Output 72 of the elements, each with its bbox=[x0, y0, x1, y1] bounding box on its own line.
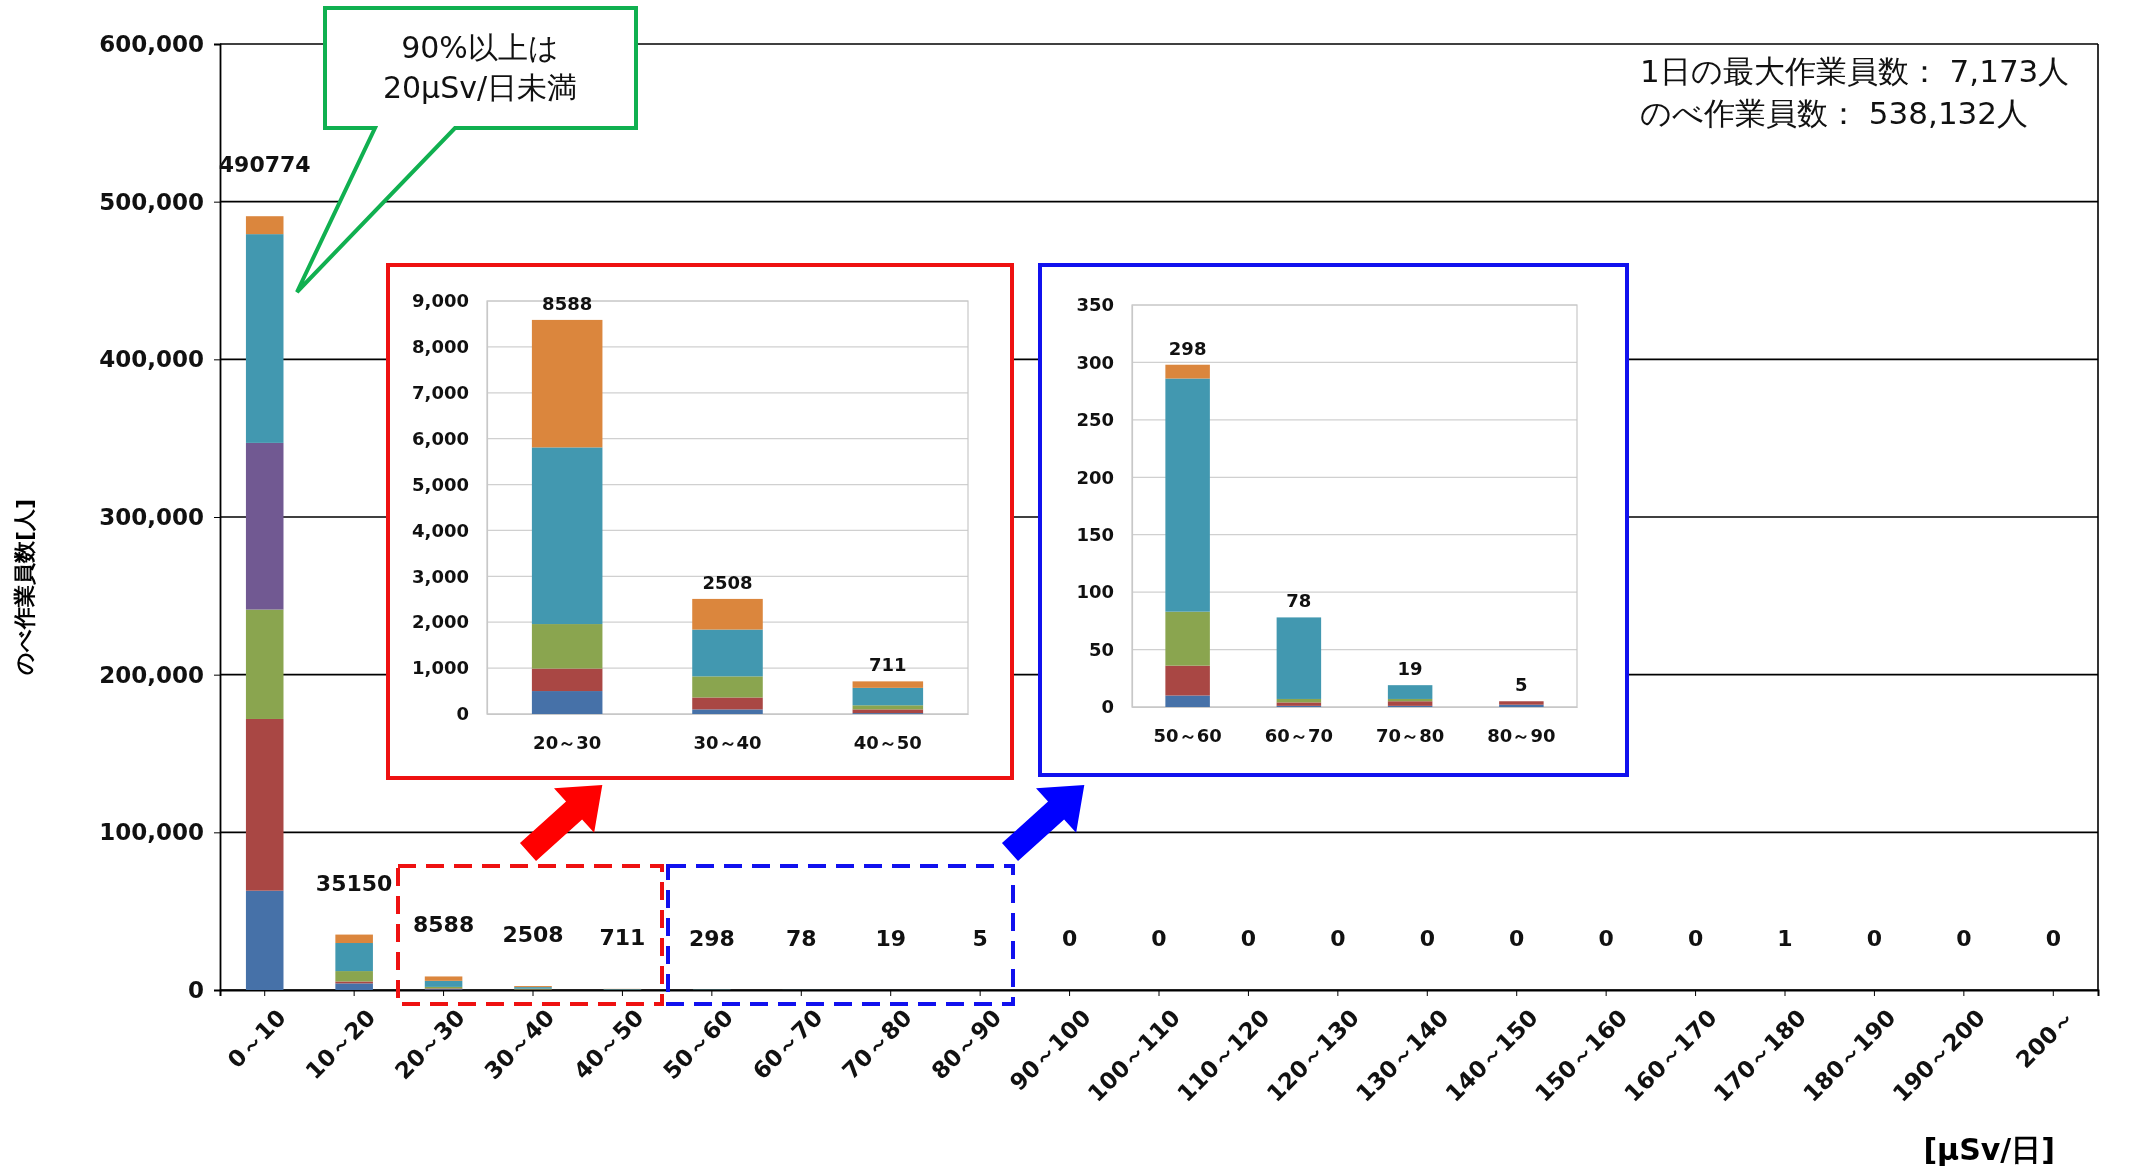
x-tick-label: 70～80 bbox=[837, 1004, 917, 1085]
y-tick-label: 350 bbox=[1076, 294, 1114, 316]
total-label: 0 bbox=[1240, 926, 1257, 951]
total-label: 0 bbox=[1330, 926, 1346, 951]
y-tick-label: 3,000 bbox=[412, 565, 469, 587]
y-tick-label: 300,000 bbox=[99, 503, 204, 530]
y-tick-label: 6,000 bbox=[412, 427, 469, 449]
y-tick-label: 100,000 bbox=[99, 819, 204, 846]
y-tick-label: 9,000 bbox=[412, 290, 469, 312]
annotation: 1日の最大作業員数： 7,173人 bbox=[1640, 53, 2070, 89]
total-label: 8588 bbox=[542, 292, 593, 314]
total-label: 0 bbox=[2045, 926, 2061, 951]
x-tick-label: 80～90 bbox=[926, 1004, 1007, 1085]
total-label: 298 bbox=[688, 925, 735, 951]
total-label: 5 bbox=[972, 925, 988, 951]
y-tick-label: 7,000 bbox=[412, 382, 469, 404]
x-tick-label: 30～40 bbox=[693, 731, 762, 753]
total-label: 0 bbox=[1509, 926, 1525, 951]
total-label: 0 bbox=[1956, 926, 1972, 951]
total-label: 19 bbox=[1397, 658, 1423, 680]
x-tick-label: 40～50 bbox=[853, 731, 922, 753]
y-tick-label: 2,000 bbox=[412, 611, 469, 633]
annotation: のべ作業員数： 538,132人 bbox=[1640, 95, 2029, 131]
x-tick-label: 30～40 bbox=[479, 1004, 560, 1085]
x-tick-label: 20～30 bbox=[389, 1004, 470, 1085]
y-tick-label: 200 bbox=[1076, 466, 1114, 488]
y-tick-label: 1,000 bbox=[412, 657, 469, 679]
annotation: 90%以上は 20μSv/日未満 bbox=[382, 30, 578, 105]
x-tick-label: 80～90 bbox=[1487, 724, 1556, 746]
y-tick-label: 200,000 bbox=[99, 661, 204, 688]
y-tick-label: 300 bbox=[1076, 351, 1114, 373]
total-label: 711 bbox=[869, 654, 907, 676]
total-label: 298 bbox=[1168, 337, 1207, 359]
total-label: 8588 bbox=[412, 912, 475, 938]
total-label: 2508 bbox=[502, 922, 564, 948]
total-label: 2508 bbox=[702, 571, 753, 593]
total-label: 78 bbox=[785, 925, 817, 951]
y-axis-title: のべ作業員数[人] bbox=[12, 498, 37, 676]
y-tick-label: 0 bbox=[1101, 696, 1114, 718]
total-label: 0 bbox=[1151, 926, 1167, 951]
x-tick-label: 50～60 bbox=[658, 1004, 739, 1085]
y-tick-label: 400,000 bbox=[99, 346, 204, 373]
total-label: 5 bbox=[1515, 674, 1528, 696]
x-tick-label: 60～70 bbox=[1264, 724, 1333, 746]
total-label: 0 bbox=[1598, 926, 1614, 951]
total-label: 1 bbox=[1777, 926, 1793, 951]
x-tick-label: 40～50 bbox=[568, 1004, 649, 1085]
total-label: 711 bbox=[599, 924, 646, 950]
y-tick-label: 100 bbox=[1076, 581, 1114, 603]
y-tick-label: 150 bbox=[1076, 523, 1114, 545]
y-tick-label: 250 bbox=[1076, 409, 1114, 431]
total-label: 35150 bbox=[315, 870, 393, 896]
y-tick-label: 0 bbox=[187, 976, 204, 1003]
y-tick-label: 500,000 bbox=[99, 188, 204, 215]
total-label: 0 bbox=[1866, 926, 1883, 951]
y-tick-label: 8,000 bbox=[412, 336, 469, 358]
y-tick-label: 600,000 bbox=[99, 30, 204, 57]
y-tick-label: 50 bbox=[1088, 638, 1114, 660]
y-tick-label: 4,000 bbox=[412, 519, 469, 541]
total-label: 0 bbox=[1419, 926, 1435, 951]
x-tick-label: 0～10 bbox=[222, 1004, 291, 1073]
x-tick-label: 70～80 bbox=[1376, 724, 1445, 746]
total-label: 19 bbox=[875, 925, 907, 951]
y-tick-label: 0 bbox=[456, 703, 469, 725]
total-label: 78 bbox=[1286, 590, 1312, 612]
x-tick-label: 10～20 bbox=[300, 1004, 381, 1085]
x-tick-label: 20～30 bbox=[533, 731, 602, 753]
x-tick-label: 50～60 bbox=[1153, 724, 1222, 746]
y-tick-label: 5,000 bbox=[412, 473, 469, 495]
total-label: 0 bbox=[1687, 926, 1704, 951]
x-tick-label: 60～70 bbox=[747, 1004, 828, 1085]
x-axis-title: [μSv/日] bbox=[1923, 1132, 2055, 1167]
